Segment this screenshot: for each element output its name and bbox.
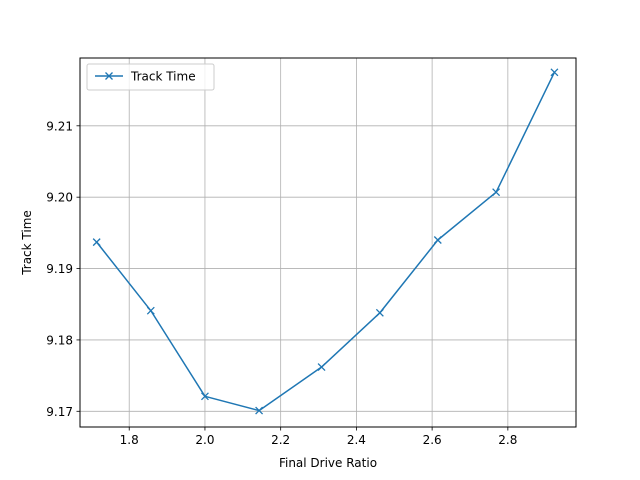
grid-lines — [80, 58, 576, 427]
x-tick-label: 2.8 — [498, 433, 517, 447]
data-point-marker — [492, 188, 501, 197]
legend-box — [86, 63, 215, 91]
x-axis-label: Final Drive Ratio — [279, 456, 377, 470]
data-point-marker — [433, 236, 442, 244]
series-layer — [92, 68, 559, 415]
x-tick-label: 2.2 — [271, 433, 290, 447]
legend-marker-x-icon — [105, 72, 113, 80]
y-tick-label: 9.18 — [46, 333, 73, 347]
x-tick-label: 2.4 — [347, 433, 366, 447]
y-tick-label: 9.20 — [46, 191, 73, 205]
plot-frame — [79, 57, 577, 428]
y-tick-label: 9.21 — [46, 119, 73, 133]
data-point-marker — [317, 363, 326, 372]
y-tick-label: 9.17 — [46, 405, 73, 419]
legend: Track Time — [86, 63, 215, 91]
x-tick-label: 1.8 — [120, 433, 139, 447]
axis-ticks: 1.8 2.0 2.2 2.4 2.6 2.8 9.17 9.18 9.19 9.20 9.21 — [46, 119, 517, 447]
data-point-marker — [550, 68, 559, 77]
y-tick-label: 9.19 — [46, 262, 73, 276]
data-point-marker — [146, 306, 155, 315]
x-tick-label: 2.6 — [423, 433, 442, 447]
data-point-marker — [255, 406, 264, 415]
data-point-marker — [92, 238, 101, 247]
y-axis-label: Track Time — [20, 210, 34, 276]
data-point-marker — [200, 392, 209, 401]
legend-label-track-time: Track Time — [130, 70, 196, 84]
data-point-marker — [375, 308, 384, 317]
x-tick-label: 2.0 — [195, 433, 214, 447]
